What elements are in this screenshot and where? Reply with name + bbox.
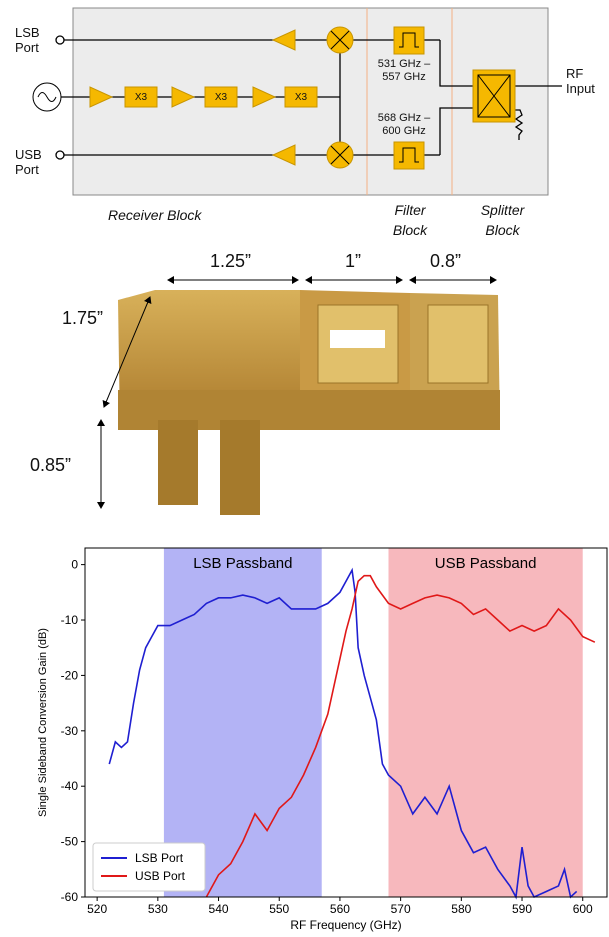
filter-label: 568 GHz – 600 GHz — [370, 112, 438, 138]
legend-label: LSB Port — [135, 851, 184, 865]
multiplier-label: X3 — [125, 90, 157, 105]
legend-label: USB Port — [135, 869, 186, 883]
chart: LSB Passband USB Passband 520 530 540 550 560 5… — [0, 540, 609, 937]
passband-label: LSB Passband — [193, 555, 292, 572]
x-tick-label: 530 — [148, 902, 168, 916]
block-label: Receiver Block — [108, 208, 201, 223]
diagram-photo — [0, 0, 609, 540]
x-tick-label: 540 — [209, 902, 229, 916]
dimension-label: 0.85” — [30, 458, 71, 473]
dimension-label: 1.25” — [210, 254, 251, 269]
photo — [118, 290, 500, 515]
block-label: Filter Block — [385, 200, 435, 240]
block-label: Splitter Block — [470, 200, 535, 240]
y-tick-label: -30 — [61, 724, 79, 738]
x-tick-label: 600 — [573, 902, 593, 916]
x-tick-label: 560 — [330, 902, 350, 916]
dimension-label: 1” — [345, 254, 361, 269]
dimension-label: 1.75” — [62, 311, 103, 326]
y-tick-label: -50 — [61, 835, 79, 849]
y-tick-label: 0 — [71, 558, 78, 572]
x-axis-label: RF Frequency (GHz) — [290, 918, 401, 932]
x-tick-label: 570 — [391, 902, 411, 916]
y-tick-label: -20 — [61, 668, 79, 682]
port-label: USB Port — [15, 147, 45, 177]
y-tick-label: -40 — [61, 779, 79, 793]
port-label: RF Input — [566, 66, 606, 96]
multiplier-label: X3 — [285, 90, 317, 105]
filter-label: 531 GHz – 557 GHz — [370, 58, 438, 84]
x-tick-label: 520 — [87, 902, 107, 916]
y-axis-label: Single Sideband Conversion Gain (dB) — [37, 628, 49, 817]
passband-label: USB Passband — [435, 555, 537, 572]
port-label: LSB Port — [15, 25, 45, 55]
x-tick-label: 580 — [451, 902, 471, 916]
x-tick-label: 590 — [512, 902, 532, 916]
multiplier-label: X3 — [205, 90, 237, 105]
y-tick-label: -60 — [61, 890, 79, 904]
figure: LSB Port USB Port RF Input X3 X3 X3 531 … — [0, 0, 609, 937]
x-tick-label: 550 — [269, 902, 289, 916]
y-tick-label: -10 — [61, 613, 79, 627]
dimension-label: 0.8” — [430, 254, 461, 269]
